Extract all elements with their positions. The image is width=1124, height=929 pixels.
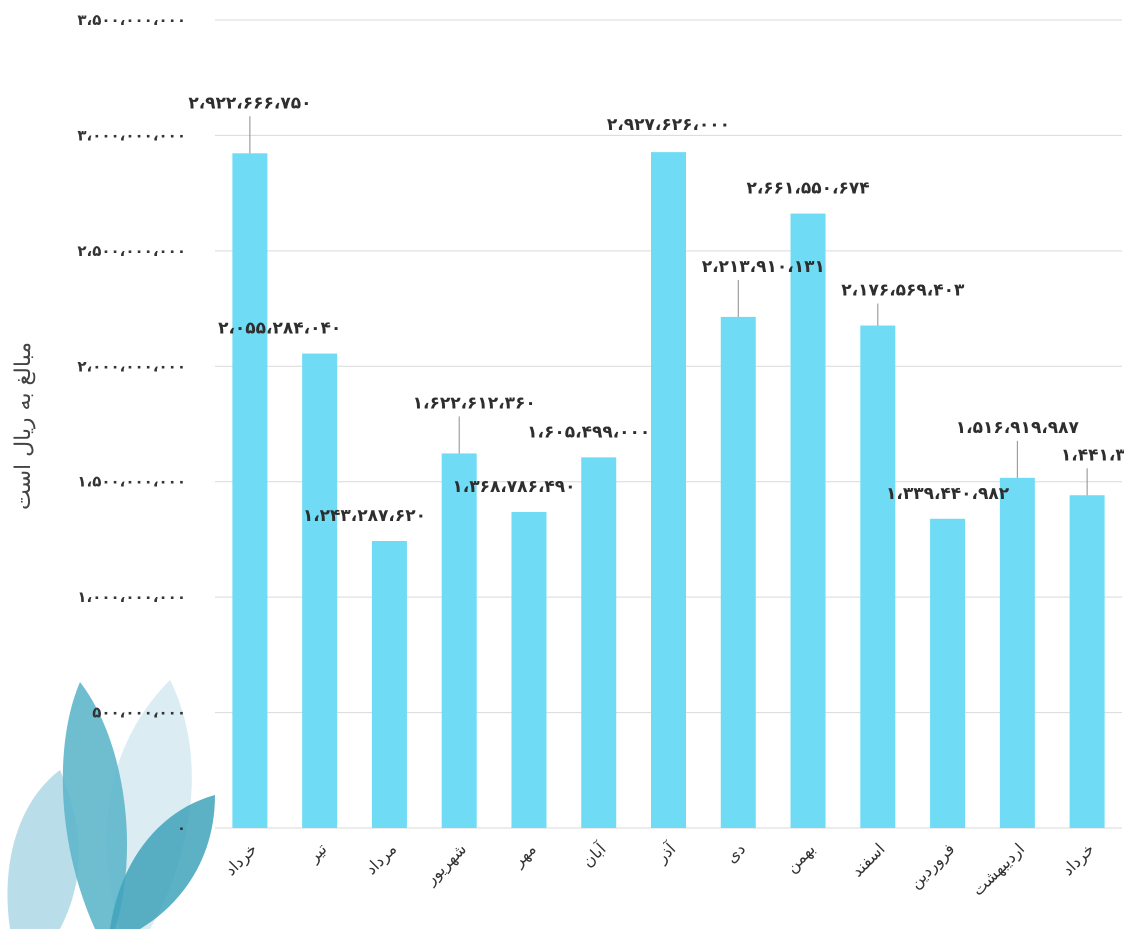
leaf-right-icon (110, 795, 215, 929)
data-label: ۱،۴۴۱،۳۲۰،۰ (1061, 445, 1124, 465)
y-tick-label: ۲،۵۰۰،۰۰۰،۰۰۰ (77, 242, 186, 260)
x-category-label: اردیبهشت (968, 839, 1029, 900)
x-category-label: مرداد (361, 839, 401, 879)
bar (581, 457, 617, 828)
y-tick-label: ۳،۰۰۰،۰۰۰،۰۰۰ (77, 126, 186, 144)
x-category-label: آبان (578, 838, 611, 871)
bar (232, 153, 268, 829)
y-axis-title: مبالغ به ریال است (11, 342, 36, 510)
data-label: ۲،۹۲۲،۶۶۶،۷۵۰ (188, 93, 311, 113)
data-label: ۱،۶۰۵،۴۹۹،۰۰۰ (527, 422, 650, 442)
bar (651, 152, 686, 829)
data-label: ۱،۳۳۹،۴۴۰،۹۸۲ (886, 484, 1010, 504)
y-tick-label: ۱،۵۰۰،۰۰۰،۰۰۰ (77, 473, 186, 491)
data-label: ۲،۲۱۳،۹۱۰،۱۳۱ (702, 257, 825, 277)
x-category-label: فروردین (906, 839, 960, 893)
x-category-label: بهمن (782, 839, 820, 877)
x-category-label: مهر (508, 839, 540, 871)
x-category-label: خرداد (221, 839, 262, 880)
bar (930, 518, 966, 828)
data-label: ۱،۶۲۲،۶۱۲،۳۶۰ (413, 393, 536, 413)
data-label: ۱،۵۱۶،۹۱۹،۹۸۷ (956, 418, 1080, 438)
leaf-center-icon (62, 682, 128, 929)
x-category-label: شهریور (420, 839, 470, 889)
bar (999, 477, 1035, 828)
bar (860, 325, 896, 828)
data-label: ۱،۳۶۸،۷۸۶،۴۹۰ (452, 477, 575, 497)
leaf-left-icon (7, 770, 79, 929)
data-label: ۱،۲۴۳،۲۸۷،۶۲۰ (303, 506, 426, 526)
bar (720, 316, 756, 828)
data-label: ۲،۱۷۶،۵۶۹،۴۰۳ (841, 281, 965, 301)
bar (790, 213, 826, 828)
data-label: ۲،۶۶۱،۵۵۰،۶۷۴ (746, 179, 869, 199)
bar (371, 540, 407, 828)
x-category-label: اسفند (848, 839, 889, 880)
y-tick-label: ۲،۰۰۰،۰۰۰،۰۰۰ (77, 357, 186, 375)
x-category-label: آذر (652, 838, 682, 868)
x-category-label: خرداد (1058, 839, 1099, 880)
x-category-label: تیر (304, 839, 332, 867)
y-tick-label: ۵۰۰،۰۰۰،۰۰۰ (92, 704, 186, 722)
y-tick-label: ۰ (177, 819, 186, 837)
leaf-logo-icon (7, 680, 215, 929)
bar (302, 353, 338, 828)
bar (1069, 495, 1105, 828)
data-label: ۲،۰۵۵،۲۸۴،۰۴۰ (218, 319, 341, 339)
data-label: ۲،۹۲۷،۶۲۶،۰۰۰ (607, 115, 730, 135)
bar (511, 512, 547, 828)
y-tick-label: ۱،۰۰۰،۰۰۰،۰۰۰ (77, 588, 186, 606)
bar (441, 453, 477, 828)
y-tick-label: ۳،۵۰۰،۰۰۰،۰۰۰ (77, 11, 186, 29)
x-category-label: دی (722, 839, 749, 866)
